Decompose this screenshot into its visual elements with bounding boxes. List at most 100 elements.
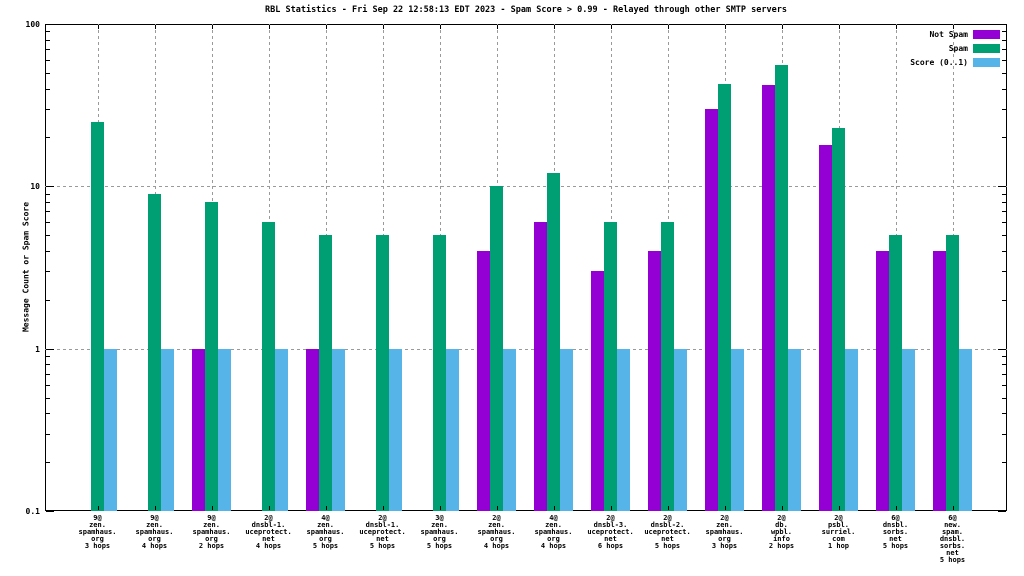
bar-not-spam — [648, 250, 661, 511]
y-major-tick — [998, 24, 1006, 25]
x-tick — [838, 506, 840, 510]
x-tick — [895, 506, 897, 510]
y-minor-tick — [46, 211, 50, 212]
x-tick — [154, 506, 156, 510]
bar-spam — [433, 235, 446, 511]
y-major-tick — [46, 349, 54, 350]
y-minor-tick — [46, 364, 50, 365]
y-minor-tick — [1002, 73, 1006, 74]
y-minor-tick — [46, 31, 50, 32]
x-tick-label: 3@ zen. spamhaus. org 5 hops — [420, 514, 459, 550]
legend-item: Spam — [910, 41, 1000, 55]
y-minor-tick — [1002, 89, 1006, 90]
bar-spam — [319, 235, 332, 511]
bar-not-spam — [933, 250, 946, 511]
y-minor-tick — [46, 413, 50, 414]
x-tick-label: 6@ dnsbl. sorbs. net 5 hops — [882, 514, 909, 550]
bar-spam — [946, 235, 959, 511]
bar-not-spam — [876, 250, 889, 511]
bar-spam — [490, 186, 503, 511]
bar-score-0-1 — [389, 348, 402, 511]
x-tick — [496, 506, 498, 510]
bar-spam — [775, 64, 788, 511]
bar-score-0-1 — [959, 348, 972, 511]
y-minor-tick — [1002, 356, 1006, 357]
bar-score-0-1 — [161, 348, 174, 511]
bar-score-0-1 — [674, 348, 687, 511]
y-minor-tick — [46, 89, 50, 90]
x-tick-label: 2@ zen. spamhaus. org 3 hops — [705, 514, 744, 550]
y-minor-tick — [46, 194, 50, 195]
legend-label: Score (0..1) — [910, 57, 968, 67]
y-minor-tick — [1002, 194, 1006, 195]
y-minor-tick — [1002, 222, 1006, 223]
x-tick-label: 4@ zen. spamhaus. org 4 hops — [534, 514, 573, 550]
x-tick-label: 2@ dnsbl-1. uceprotect. net 5 hops — [359, 514, 406, 550]
bar-score-0-1 — [332, 348, 345, 511]
bar-spam — [91, 121, 104, 511]
y-minor-tick — [1002, 202, 1006, 203]
plot-area — [45, 24, 1007, 511]
x-tick — [553, 506, 555, 510]
y-minor-tick — [46, 356, 50, 357]
y-minor-tick — [46, 300, 50, 301]
y-minor-tick — [46, 462, 50, 463]
bar-not-spam — [306, 348, 319, 511]
legend-swatch — [973, 29, 1000, 39]
y-minor-tick — [46, 49, 50, 50]
bar-score-0-1 — [845, 348, 858, 511]
x-tick — [952, 25, 954, 29]
x-tick — [211, 506, 213, 510]
bar-spam — [376, 235, 389, 511]
bar-score-0-1 — [503, 348, 516, 511]
bar-not-spam — [534, 222, 547, 511]
x-tick-label: 9@ zen. spamhaus. org 3 hops — [78, 514, 117, 550]
bar-score-0-1 — [560, 348, 573, 511]
bar-spam — [148, 193, 161, 511]
bar-score-0-1 — [275, 348, 288, 511]
y-minor-tick — [1002, 385, 1006, 386]
y-minor-tick — [46, 434, 50, 435]
legend-item: Not Spam — [910, 27, 1000, 41]
x-tick-label: 9@ zen. spamhaus. org 2 hops — [192, 514, 231, 550]
y-major-tick — [46, 186, 54, 187]
bar-spam — [205, 202, 218, 511]
x-tick — [667, 25, 669, 29]
bar-score-0-1 — [788, 348, 801, 511]
bar-not-spam — [591, 271, 604, 511]
x-tick — [496, 25, 498, 29]
y-minor-tick — [1002, 40, 1006, 41]
y-tick-label: 0.1 — [25, 507, 40, 516]
y-major-tick — [46, 511, 54, 512]
y-minor-tick — [1002, 398, 1006, 399]
x-tick — [439, 506, 441, 510]
x-tick — [382, 506, 384, 510]
y-minor-tick — [1002, 211, 1006, 212]
legend-item: Score (0..1) — [910, 55, 1000, 69]
y-minor-tick — [46, 109, 50, 110]
y-minor-tick — [46, 60, 50, 61]
y-minor-tick — [1002, 109, 1006, 110]
bar-score-0-1 — [218, 348, 231, 511]
y-axis-title: Message Count or Spam Score — [21, 201, 31, 333]
x-tick — [952, 506, 954, 510]
y-minor-tick — [1002, 413, 1006, 414]
x-tick — [667, 506, 669, 510]
y-tick-label: 1 — [35, 345, 40, 354]
y-minor-tick — [1002, 271, 1006, 272]
y-minor-tick — [1002, 49, 1006, 50]
bar-spam — [889, 235, 902, 511]
x-tick — [382, 25, 384, 29]
x-tick — [724, 25, 726, 29]
bar-spam — [661, 222, 674, 511]
y-minor-tick — [46, 374, 50, 375]
y-minor-tick — [46, 235, 50, 236]
y-minor-tick — [46, 385, 50, 386]
y-minor-tick — [1002, 251, 1006, 252]
y-minor-tick — [46, 271, 50, 272]
x-tick-label: 9@ zen. spamhaus. org 4 hops — [135, 514, 174, 550]
x-tick — [268, 506, 270, 510]
legend-swatch — [973, 43, 1000, 53]
x-tick-label: 2@ dnsbl-1. uceprotect. net 4 hops — [245, 514, 292, 550]
